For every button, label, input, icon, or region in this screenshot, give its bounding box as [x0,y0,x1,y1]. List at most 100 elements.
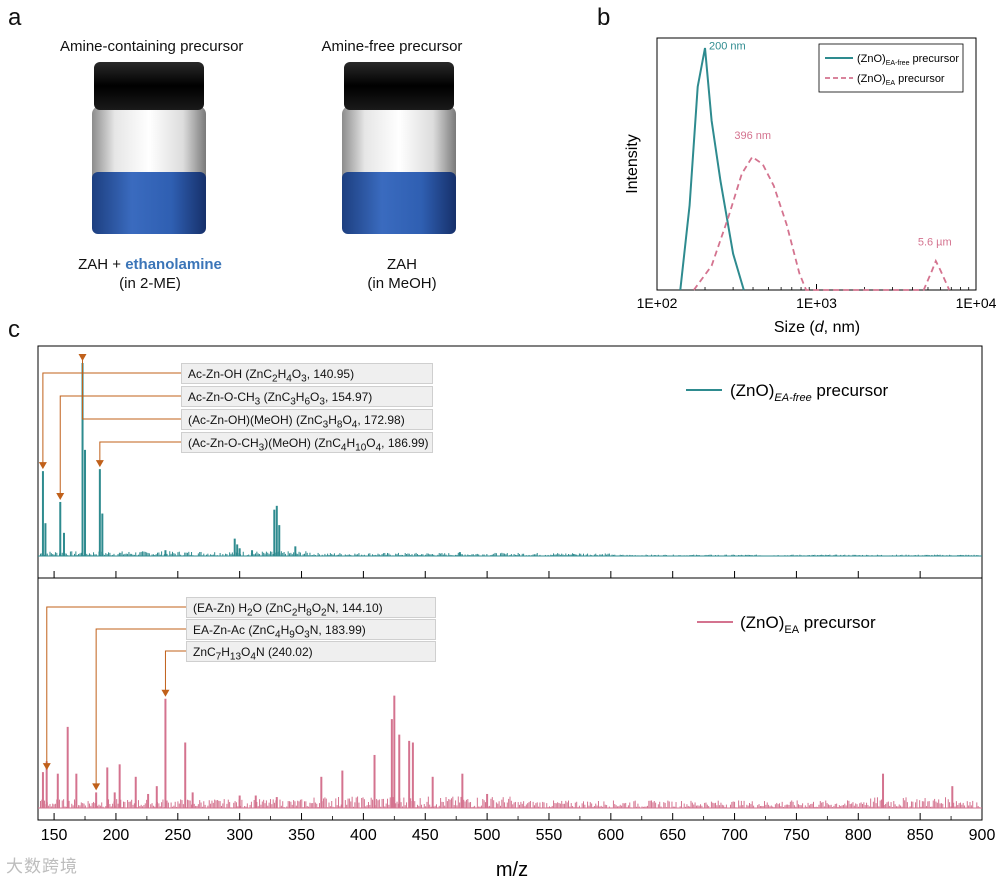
vial2-title: Amine-free precursor [321,38,463,55]
lbl-part: 10 [355,442,367,454]
ms-arrow-head [95,460,104,468]
vial1-image [92,62,206,234]
lbl-part: 8 [306,607,312,619]
lbl-part: , 140.95) [306,367,355,381]
dls-annotation-200nm: 200 nm [709,40,746,52]
ms-label-172-98: (Ac-Zn-OH)(MeOH) (ZnC3H8O4, 172.98) [181,409,433,430]
ms-tick-label: 500 [474,827,501,844]
lbl-part: 4 [375,442,382,454]
ms-annotation-arrow [82,355,181,420]
vial2-formula: ZAH [387,256,417,273]
dls-series-ea-free [679,47,745,291]
ms-label-240-02: ZnC7H13O4N (240.02) [186,641,436,662]
ms-annotation-arrow [59,395,181,494]
lbl-part: (ZnC [260,390,291,404]
lbl-part: H [297,601,307,615]
ms-tick-label: 200 [103,827,130,844]
ms-arrow-head [161,689,170,697]
ms-arrow-head [38,462,47,470]
lbl-part: 4 [286,373,292,385]
lbl-part: O [241,645,251,659]
lbl-part: H [280,623,290,637]
ethanolamine-highlight: ethanolamine [125,256,222,273]
dls-legend-ea-suffix: precursor [895,73,945,85]
vial1-formula: ZAH + ethanolamine [60,256,240,273]
lbl-part: O [342,413,352,427]
ms-tick-label: 700 [721,827,748,844]
lbl-part: (Ac-Zn-O-CH [188,436,259,450]
lbl-part: Ac-Zn-O-CH [188,390,255,404]
lbl-part: 2 [291,607,298,619]
lbl-part: 13 [229,651,242,663]
lbl-part: O [291,367,302,381]
ms-label-154-97: Ac-Zn-O-CH3 (ZnC3H6O3, 154.97) [181,386,433,407]
dls-legend-free-suffix: precursor [909,53,959,65]
ms-bottom-spectrum [38,695,982,809]
dls-legend-free-sub: EA-free [886,60,910,67]
lbl-part: O [366,436,376,450]
panel-b-letter: b [597,4,611,31]
ms-tick-label: 150 [41,827,68,844]
lbl-part: O [294,623,305,637]
dls-tick-label: 1E+02 [637,295,678,311]
lbl-part: O [310,390,320,404]
ms-arrow-head [78,354,87,361]
dls-legend-label-ea: (ZnO)EA precursor [857,73,945,87]
dls-tick-label: 1E+04 [956,295,997,311]
ms-top-legend-suffix: precursor [812,381,889,400]
lbl-part: 9 [289,629,295,641]
lbl-part: , 186.99) [381,436,429,450]
ms-tick-label: 900 [969,827,996,844]
ms-annotation-arrow [46,606,186,765]
lbl-part: 3 [290,396,296,408]
lbl-part: 3 [319,396,325,408]
lbl-part: 2 [247,607,253,619]
lbl-part: (EA-Zn) H [193,601,247,615]
lbl-part: 3 [258,442,265,454]
dls-xlabel: Size (d, nm) [774,319,860,336]
lbl-part: 4 [250,651,256,663]
lbl-part: 2 [272,373,278,385]
lbl-part: 3 [254,396,261,408]
dls-legend-free-base: (ZnO) [857,53,886,65]
vial1-solvent: (in 2-ME) [119,275,181,292]
dls-series-ea [693,155,951,291]
ms-annotation-arrow [95,628,186,785]
lbl-part: H [328,413,337,427]
ms-arrow-head [42,763,51,771]
panel-a-letter: a [8,4,22,31]
ms-tick-label: 400 [350,827,377,844]
lbl-part: ZnC [193,645,216,659]
ms-bottom-legend-suffix: precursor [799,613,876,632]
ms-label-140-95: Ac-Zn-OH (ZnC2H4O3, 140.95) [181,363,433,384]
ms-arrow-head [56,492,65,500]
lbl-part: N, 183.99) [309,623,366,637]
ms-tick-label: 450 [412,827,439,844]
dls-ylabel: Intensity [624,134,641,194]
lbl-part: N, 144.10) [326,601,383,615]
lbl-part: O (ZnC [252,601,292,615]
ms-annotation-arrow [99,441,181,462]
ms-plot-frame [37,345,983,821]
ms-tick-label: 550 [536,827,563,844]
lbl-part: H [277,367,287,381]
vial1-title: Amine-containing precursor [60,38,244,55]
dls-xlabel-var: d [815,319,825,336]
dls-tick-label: 1E+03 [796,295,837,311]
dls-annotation-5-6um: 5.6 µm [918,236,952,248]
lbl-part: )(MeOH) (ZnC [264,436,341,450]
ms-arrow-head [92,783,101,791]
lbl-part: 4 [275,629,281,641]
ms-tick-label: 850 [907,827,934,844]
lbl-part: 2 [321,607,327,619]
vial2-image [342,62,456,234]
lbl-part: 3 [304,629,310,641]
ms-top-legend-label: (ZnO)EA-free precursor [730,381,889,404]
ms-annotation-arrow [164,650,186,691]
ms-tick-label: 250 [164,827,191,844]
lbl-part: 8 [336,419,343,431]
lbl-part: 4 [340,442,347,454]
panel-c-letter: c [8,316,20,343]
lbl-part: H [295,390,305,404]
ms-label-186-99: (Ac-Zn-O-CH3)(MeOH) (ZnC4H10O4, 186.99) [181,432,433,453]
